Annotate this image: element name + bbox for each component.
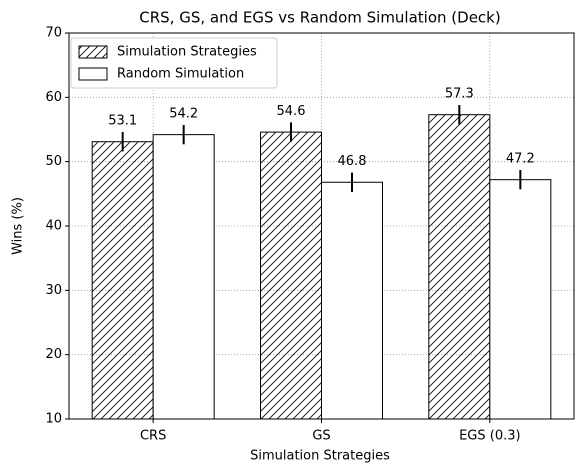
legend-swatch	[78, 67, 108, 81]
y-tick-label: 70	[45, 26, 62, 41]
x-axis-label: Simulation Strategies	[250, 449, 390, 464]
y-tick-label: 50	[45, 154, 62, 169]
data-label: 47.2	[506, 152, 535, 167]
legend-label: Random Simulation	[117, 67, 244, 82]
bar	[260, 131, 322, 420]
legend-label: Simulation Strategies	[117, 45, 257, 60]
bar	[152, 134, 215, 420]
data-label: 57.3	[445, 87, 474, 102]
data-label: 54.2	[169, 106, 198, 121]
legend-box	[70, 37, 278, 89]
data-label: 54.6	[277, 104, 306, 119]
x-tick-label: CRS	[140, 429, 166, 444]
bar	[428, 114, 491, 420]
y-tick-label: 30	[45, 283, 62, 298]
chart-title: CRS, GS, and EGS vs Random Simulation (D…	[139, 9, 500, 27]
x-tick-label: EGS (0.3)	[459, 429, 521, 444]
x-tick-label: GS	[312, 429, 330, 444]
bar	[91, 141, 154, 420]
legend-swatch	[78, 45, 108, 59]
data-label: 46.8	[338, 154, 367, 169]
y-tick-label: 10	[45, 412, 62, 427]
data-label: 53.1	[108, 114, 137, 129]
bar	[321, 181, 383, 420]
plot-frame	[68, 32, 575, 420]
y-tick-label: 60	[45, 90, 62, 105]
y-axis-label: Wins (%)	[11, 197, 26, 255]
bar	[489, 179, 552, 420]
y-tick-label: 40	[45, 219, 62, 234]
y-tick-label: 20	[45, 347, 62, 362]
